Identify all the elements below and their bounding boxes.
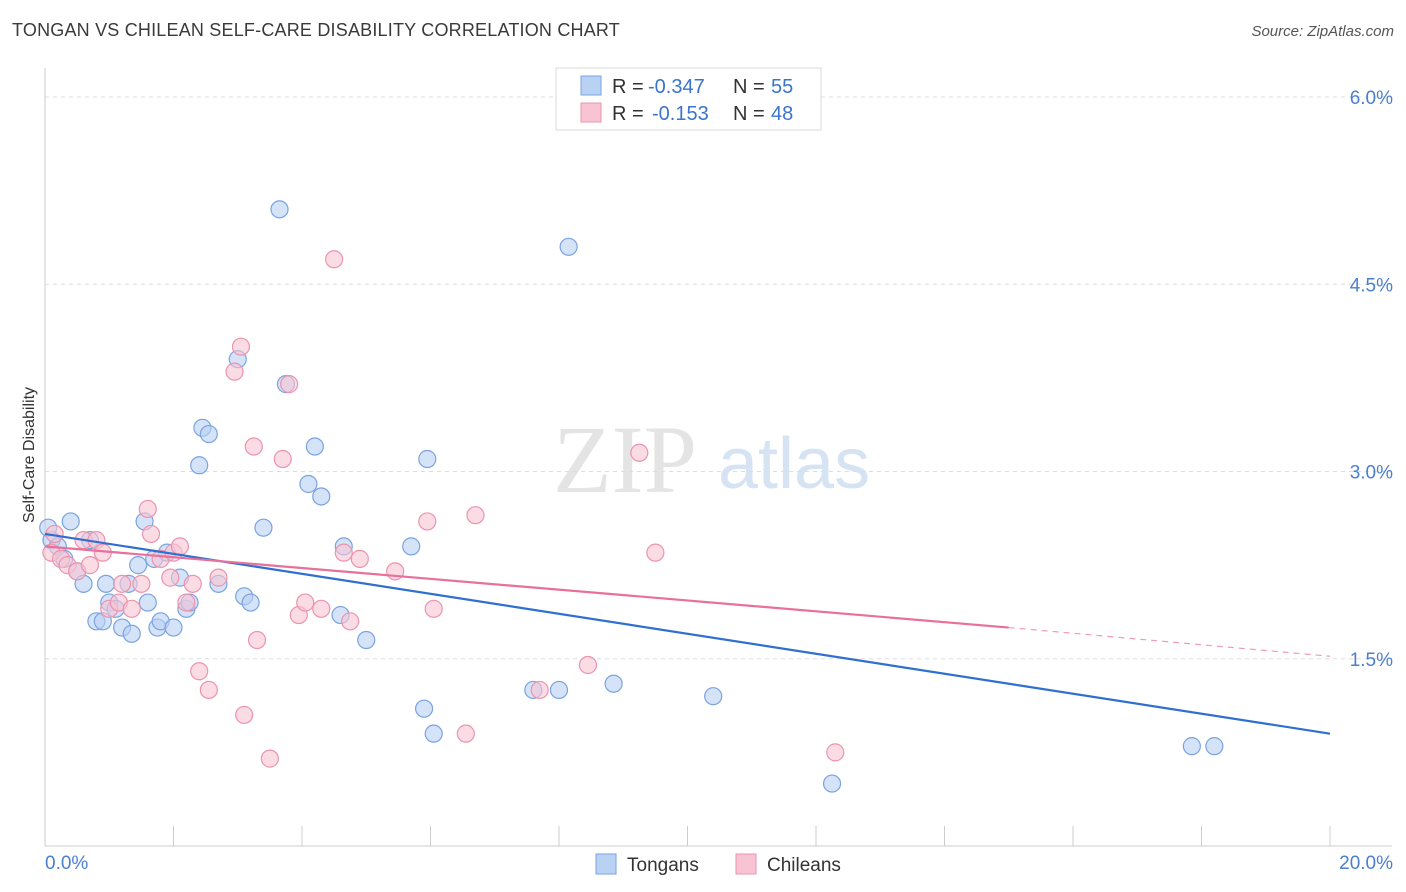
tongan-point-9 bbox=[96, 574, 116, 593]
axes bbox=[44, 68, 1392, 847]
chilean-point-19 bbox=[170, 537, 190, 556]
chileans-trend-extension bbox=[1008, 626, 1331, 657]
y-axis-label: Self-Care Disability bbox=[21, 387, 38, 523]
tongan-point-26 bbox=[190, 456, 209, 475]
chilean-point-13 bbox=[132, 574, 151, 593]
x-tick-label-0: 0.0% bbox=[45, 853, 88, 874]
legend-n-value-2: 48 bbox=[771, 103, 793, 125]
chileans-points bbox=[42, 250, 845, 768]
bottom-legend: Tongans Chileans bbox=[595, 853, 841, 876]
chilean-point-11 bbox=[112, 574, 132, 593]
chilean-point-31 bbox=[273, 449, 292, 469]
tongan-point-37 bbox=[305, 437, 324, 456]
source-label: Source: ZipAtlas.com bbox=[1251, 23, 1394, 40]
chilean-point-34 bbox=[296, 593, 315, 612]
chilean-point-42 bbox=[424, 599, 443, 618]
chilean-point-21 bbox=[183, 574, 202, 593]
chilean-point-26 bbox=[231, 337, 251, 356]
tongan-point-3 bbox=[61, 512, 80, 531]
tongan-point-17 bbox=[138, 593, 157, 612]
chilean-point-12 bbox=[122, 599, 141, 618]
chilean-point-47 bbox=[630, 443, 649, 462]
tongan-point-22 bbox=[164, 618, 183, 637]
bottom-legend-chileans: Chileans bbox=[767, 855, 841, 876]
chilean-point-35 bbox=[312, 599, 331, 618]
chilean-point-25 bbox=[225, 362, 244, 381]
chilean-point-36 bbox=[325, 250, 344, 269]
tongan-point-53 bbox=[1205, 737, 1224, 756]
legend-r-label-2: R = bbox=[612, 103, 644, 125]
chilean-point-39 bbox=[350, 549, 369, 568]
chilean-point-14 bbox=[138, 499, 157, 519]
tongan-point-42 bbox=[402, 537, 421, 556]
chilean-point-45 bbox=[530, 680, 549, 700]
x-tick-label-1: 20.0% bbox=[1339, 853, 1393, 874]
tongan-point-15 bbox=[129, 556, 148, 575]
chilean-point-38 bbox=[341, 612, 360, 631]
legend-n-label-2: N = bbox=[733, 103, 765, 125]
watermark-zip: ZIP bbox=[553, 406, 697, 513]
tongan-point-36 bbox=[299, 474, 318, 494]
tongans-trend-line bbox=[44, 532, 1331, 735]
legend-r-value-1: -0.347 bbox=[648, 76, 705, 98]
tongan-point-43 bbox=[414, 699, 434, 718]
tongan-point-52 bbox=[1182, 737, 1201, 756]
chilean-point-48 bbox=[646, 543, 665, 562]
chilean-point-46 bbox=[578, 655, 598, 675]
tongan-point-50 bbox=[704, 687, 723, 706]
tongan-point-47 bbox=[549, 680, 569, 700]
tongan-point-14 bbox=[122, 624, 141, 643]
chilean-point-32 bbox=[280, 375, 299, 394]
chilean-point-44 bbox=[466, 506, 485, 525]
chilean-point-43 bbox=[456, 724, 475, 743]
legend-n-value-1: 55 bbox=[771, 76, 793, 98]
chilean-point-6 bbox=[80, 556, 100, 575]
chilean-point-27 bbox=[235, 705, 254, 725]
y-tick-label-2: 4.5% bbox=[1350, 275, 1393, 296]
y-tick-label-0: 1.5% bbox=[1350, 650, 1393, 671]
tick-labels: 1.5% 3.0% 4.5% 6.0% 0.0% 20.0% bbox=[45, 88, 1393, 874]
legend-r-label-1: R = bbox=[612, 76, 644, 98]
tongan-point-41 bbox=[357, 630, 376, 650]
legend-r-value-2: -0.153 bbox=[652, 103, 709, 125]
legend-swatch-chileans bbox=[580, 102, 602, 123]
tongan-point-48 bbox=[559, 237, 578, 256]
chilean-point-24 bbox=[209, 568, 228, 587]
legend: R = -0.347 N = 55 R = -0.153 N = 48 bbox=[555, 67, 822, 131]
y-tick-label-1: 3.0% bbox=[1350, 463, 1393, 484]
chilean-point-28 bbox=[244, 437, 263, 456]
bottom-legend-swatch-tongans bbox=[595, 853, 617, 875]
chilean-point-20 bbox=[177, 593, 196, 612]
legend-n-label-1: N = bbox=[733, 76, 765, 98]
tongan-point-34 bbox=[270, 200, 289, 219]
gridlines bbox=[45, 96, 1392, 660]
chilean-point-49 bbox=[826, 743, 845, 762]
watermark-atlas: atlas bbox=[718, 424, 870, 504]
tongan-point-38 bbox=[312, 487, 331, 506]
chart-title: TONGAN VS CHILEAN SELF-CARE DISABILITY C… bbox=[12, 20, 620, 40]
bottom-legend-swatch-chileans bbox=[735, 853, 757, 875]
chilean-point-37 bbox=[334, 543, 353, 562]
chilean-point-30 bbox=[260, 749, 279, 768]
chilean-point-22 bbox=[190, 662, 209, 681]
chilean-point-29 bbox=[247, 630, 267, 650]
chileans-trend-line bbox=[44, 545, 1009, 629]
tongan-point-28 bbox=[199, 424, 218, 444]
legend-swatch-tongans bbox=[580, 75, 602, 96]
tongan-point-49 bbox=[604, 674, 623, 693]
tongan-point-44 bbox=[418, 449, 437, 469]
chilean-point-17 bbox=[161, 568, 180, 587]
trend-lines bbox=[44, 532, 1331, 735]
tongan-point-45 bbox=[424, 724, 443, 743]
chilean-point-15 bbox=[141, 524, 161, 544]
chilean-point-23 bbox=[199, 680, 218, 700]
chilean-point-41 bbox=[418, 512, 437, 531]
bottom-legend-tongans: Tongans bbox=[627, 855, 699, 876]
tongan-point-32 bbox=[241, 593, 260, 612]
tongan-point-51 bbox=[822, 774, 842, 793]
y-tick-label-3: 6.0% bbox=[1350, 88, 1393, 109]
tongan-point-33 bbox=[254, 518, 273, 537]
